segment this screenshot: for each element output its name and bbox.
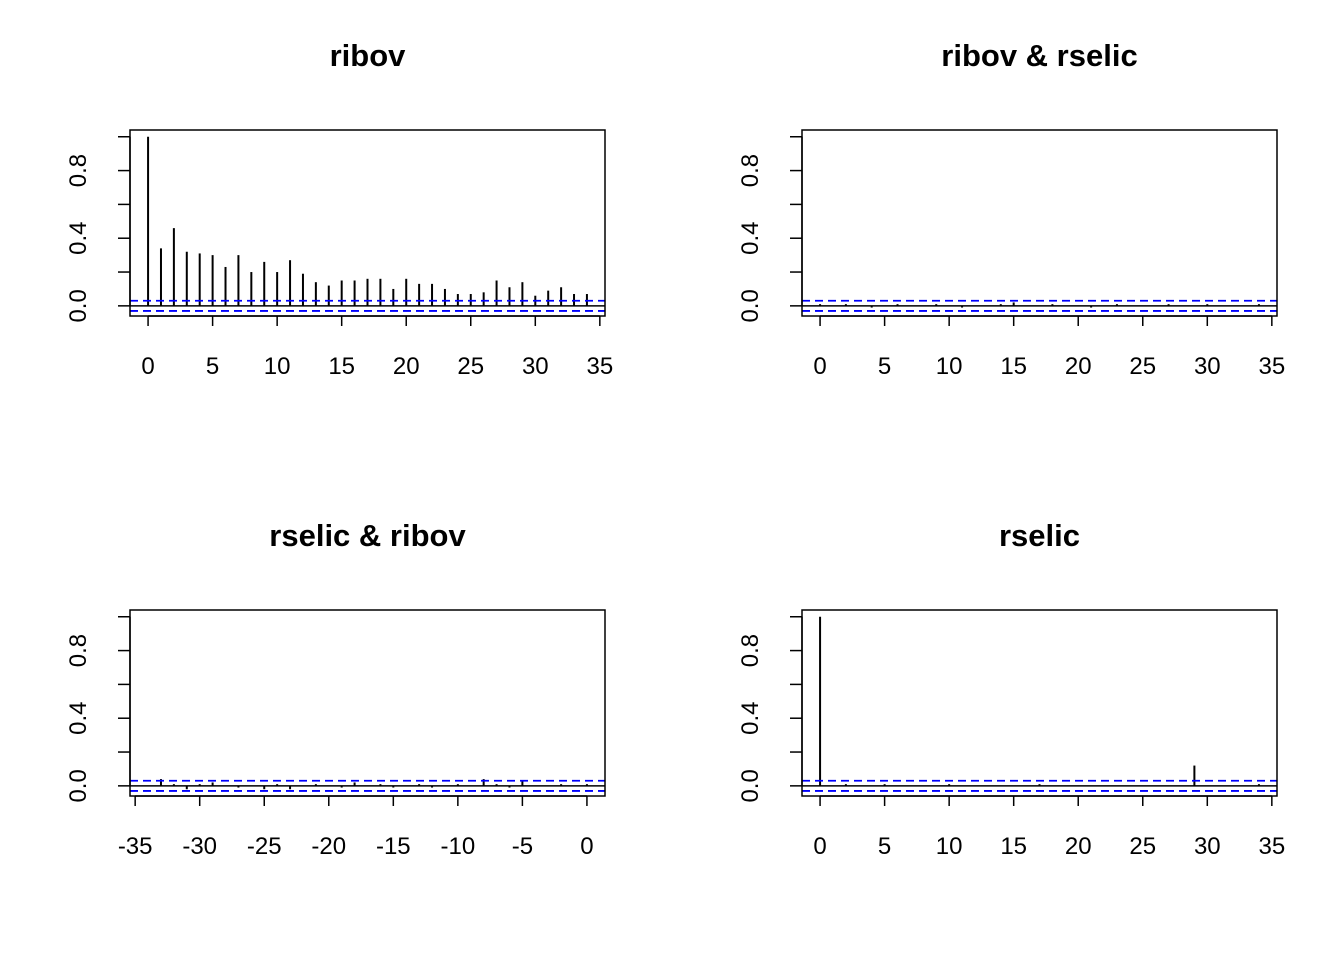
x-tick-label: -10: [441, 833, 476, 860]
x-tick-label: 10: [264, 353, 291, 380]
y-tick-label: 0.0: [737, 289, 764, 322]
x-tick-label: 30: [522, 353, 549, 380]
y-tick-label: 0.4: [737, 222, 764, 255]
y-tick-label: 0.8: [65, 634, 92, 667]
y-tick-label: 0.0: [65, 289, 92, 322]
x-tick-label: 30: [1194, 833, 1221, 860]
x-tick-label: -5: [512, 833, 533, 860]
x-tick-label: 35: [1258, 833, 1285, 860]
x-tick-label: 35: [586, 353, 613, 380]
x-tick-label: 30: [1194, 353, 1221, 380]
x-tick-label: 15: [1000, 353, 1027, 380]
x-tick-label: 5: [878, 833, 891, 860]
x-tick-label: -35: [118, 833, 153, 860]
x-tick-label: 25: [1129, 833, 1156, 860]
x-tick-label: -25: [247, 833, 282, 860]
x-tick-label: 10: [936, 833, 963, 860]
plot-frame: [801, 609, 1278, 797]
panel-ribov: ribov 0 5 10 15 20 25 30 35 0.0 0.4 0.8: [65, 38, 613, 380]
x-tick-label: 5: [878, 353, 891, 380]
y-tick-label: 0.4: [65, 222, 92, 255]
chart-title: rselic: [999, 518, 1080, 553]
chart-title: rselic & ribov: [269, 518, 466, 553]
plot-frame: [129, 609, 606, 797]
x-tick-label: 0: [813, 833, 826, 860]
x-tick-label: 25: [457, 353, 484, 380]
chart-title: ribov: [330, 38, 407, 73]
x-tick-label: 20: [1065, 833, 1092, 860]
y-tick-label: 0.8: [65, 154, 92, 187]
x-tick-label: -30: [182, 833, 217, 860]
panel-ribov-rselic: ribov & rselic 0 5 10 15 20 25 30 35 0.0 0.4 0.8: [737, 38, 1285, 380]
x-tick-label: 0: [141, 353, 154, 380]
panel-rselic-ribov: rselic & ribov -35 -30 -25 -20 -15 -10 -5 0 0.0 0.…: [65, 518, 606, 860]
chart-title: ribov & rselic: [941, 38, 1137, 73]
y-tick-label: 0.0: [65, 769, 92, 802]
y-tick-label: 0.4: [65, 702, 92, 735]
y-tick-label: 0.8: [737, 154, 764, 187]
x-tick-label: -20: [311, 833, 346, 860]
x-tick-label: 15: [328, 353, 355, 380]
x-tick-label: 0: [580, 833, 593, 860]
x-tick-label: 35: [1258, 353, 1285, 380]
x-tick-label: -15: [376, 833, 411, 860]
x-tick-label: 15: [1000, 833, 1027, 860]
x-tick-label: 20: [1065, 353, 1092, 380]
y-tick-label: 0.8: [737, 634, 764, 667]
y-tick-label: 0.4: [737, 702, 764, 735]
y-tick-label: 0.0: [737, 769, 764, 802]
x-tick-label: 0: [813, 353, 826, 380]
panel-rselic: rselic 0 5 10 15 20 25 30 35 0.0 0.4 0.8: [737, 518, 1285, 860]
x-tick-label: 20: [393, 353, 420, 380]
x-tick-label: 10: [936, 353, 963, 380]
x-tick-label: 5: [206, 353, 219, 380]
plot-frame: [801, 129, 1278, 317]
x-tick-label: 25: [1129, 353, 1156, 380]
